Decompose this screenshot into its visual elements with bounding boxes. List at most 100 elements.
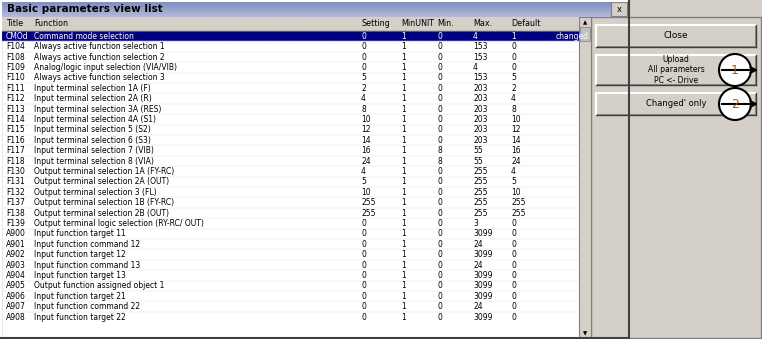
Text: 1: 1 — [401, 53, 405, 61]
Text: 0: 0 — [361, 302, 366, 311]
Bar — [597, 26, 755, 46]
Text: Input function target 11: Input function target 11 — [34, 229, 126, 238]
Text: 4: 4 — [361, 167, 366, 176]
Text: 0: 0 — [361, 292, 366, 301]
Text: F139: F139 — [6, 219, 25, 228]
Bar — [597, 94, 755, 114]
Text: 0: 0 — [361, 281, 366, 290]
Text: 1: 1 — [401, 250, 405, 259]
Text: 0: 0 — [361, 32, 366, 41]
Text: 1: 1 — [401, 208, 405, 218]
Bar — [1, 9, 629, 10]
Text: 1: 1 — [401, 313, 405, 321]
Text: 0: 0 — [437, 271, 442, 280]
Text: Always active function selection 1: Always active function selection 1 — [34, 42, 165, 51]
Text: 16: 16 — [361, 146, 370, 155]
Text: Default: Default — [511, 20, 540, 28]
Text: 203: 203 — [473, 136, 488, 145]
Text: Input terminal selection 3A (RES): Input terminal selection 3A (RES) — [34, 104, 162, 114]
Text: F130: F130 — [6, 167, 25, 176]
Text: A901: A901 — [6, 240, 26, 249]
Text: Output terminal selection 2B (OUT): Output terminal selection 2B (OUT) — [34, 208, 169, 218]
Text: 55: 55 — [473, 146, 483, 155]
Text: 10: 10 — [511, 115, 520, 124]
Text: 0: 0 — [437, 63, 442, 72]
Text: 153: 153 — [473, 73, 488, 82]
Text: 14: 14 — [511, 136, 520, 145]
Text: 0: 0 — [361, 240, 366, 249]
Text: Output terminal selection 3 (FL): Output terminal selection 3 (FL) — [34, 188, 157, 197]
Text: 255: 255 — [473, 208, 488, 218]
Text: Input terminal selection 8 (VIA): Input terminal selection 8 (VIA) — [34, 157, 154, 165]
Bar — [1, 1, 629, 2]
Text: 0: 0 — [361, 271, 366, 280]
Text: 0: 0 — [511, 271, 516, 280]
Bar — [1, 12, 629, 13]
Text: Min.: Min. — [437, 20, 453, 28]
Text: 0: 0 — [437, 115, 442, 124]
Text: 0: 0 — [437, 167, 442, 176]
Text: Input terminal selection 2A (R): Input terminal selection 2A (R) — [34, 94, 152, 103]
Text: 1: 1 — [401, 125, 405, 134]
Text: Input terminal selection 1A (F): Input terminal selection 1A (F) — [34, 84, 151, 93]
Text: 203: 203 — [473, 94, 488, 103]
Text: F118: F118 — [6, 157, 24, 165]
Text: A908: A908 — [6, 313, 26, 321]
Text: 255: 255 — [473, 198, 488, 207]
Text: 0: 0 — [437, 240, 442, 249]
Text: A906: A906 — [6, 292, 26, 301]
Text: F137: F137 — [6, 198, 25, 207]
Text: 0: 0 — [361, 219, 366, 228]
Text: F104: F104 — [6, 42, 25, 51]
Text: F108: F108 — [6, 53, 24, 61]
Bar — [1, 14, 629, 15]
Bar — [1, 7, 629, 8]
Text: 2: 2 — [511, 84, 516, 93]
Text: 3099: 3099 — [473, 313, 492, 321]
Text: Input terminal selection 4A (S1): Input terminal selection 4A (S1) — [34, 115, 156, 124]
Text: changed: changed — [556, 32, 589, 41]
Text: 1: 1 — [401, 281, 405, 290]
Text: 0: 0 — [361, 53, 366, 61]
Text: 4: 4 — [511, 94, 516, 103]
Text: 1: 1 — [401, 240, 405, 249]
Bar — [1, 3, 629, 4]
Text: 0: 0 — [437, 73, 442, 82]
Text: 255: 255 — [511, 198, 526, 207]
Text: 1: 1 — [401, 146, 405, 155]
Text: Output terminal selection 1A (FY-RC): Output terminal selection 1A (FY-RC) — [34, 167, 174, 176]
Text: F138: F138 — [6, 208, 24, 218]
Text: Upload
All parameters
PC <- Drive: Upload All parameters PC <- Drive — [648, 55, 704, 85]
Text: 1: 1 — [401, 229, 405, 238]
Bar — [1, 2, 629, 3]
Text: A907: A907 — [6, 302, 26, 311]
Text: 0: 0 — [437, 281, 442, 290]
Text: F131: F131 — [6, 177, 24, 186]
Bar — [580, 27, 590, 41]
Text: 5: 5 — [361, 73, 366, 82]
Text: 3099: 3099 — [473, 229, 492, 238]
Text: 5: 5 — [361, 177, 366, 186]
Text: 0: 0 — [361, 42, 366, 51]
Text: 0: 0 — [437, 188, 442, 197]
Text: 203: 203 — [473, 115, 488, 124]
Text: 0: 0 — [361, 260, 366, 270]
Text: 3099: 3099 — [473, 250, 492, 259]
Bar — [1, 4, 629, 5]
Text: Input function target 12: Input function target 12 — [34, 250, 126, 259]
Text: A902: A902 — [6, 250, 26, 259]
Text: 1: 1 — [401, 292, 405, 301]
Bar — [1, 17, 591, 338]
Text: 0: 0 — [437, 260, 442, 270]
Text: Input function target 13: Input function target 13 — [34, 271, 126, 280]
Text: 1: 1 — [401, 271, 405, 280]
Bar — [1, 6, 629, 7]
Text: F110: F110 — [6, 73, 24, 82]
Bar — [1, 13, 629, 14]
Text: Setting: Setting — [361, 20, 389, 28]
Text: Input terminal selection 5 (S2): Input terminal selection 5 (S2) — [34, 125, 151, 134]
Text: Input function command 12: Input function command 12 — [34, 240, 140, 249]
Text: 0: 0 — [437, 53, 442, 61]
Text: F114: F114 — [6, 115, 24, 124]
Text: 1: 1 — [401, 188, 405, 197]
